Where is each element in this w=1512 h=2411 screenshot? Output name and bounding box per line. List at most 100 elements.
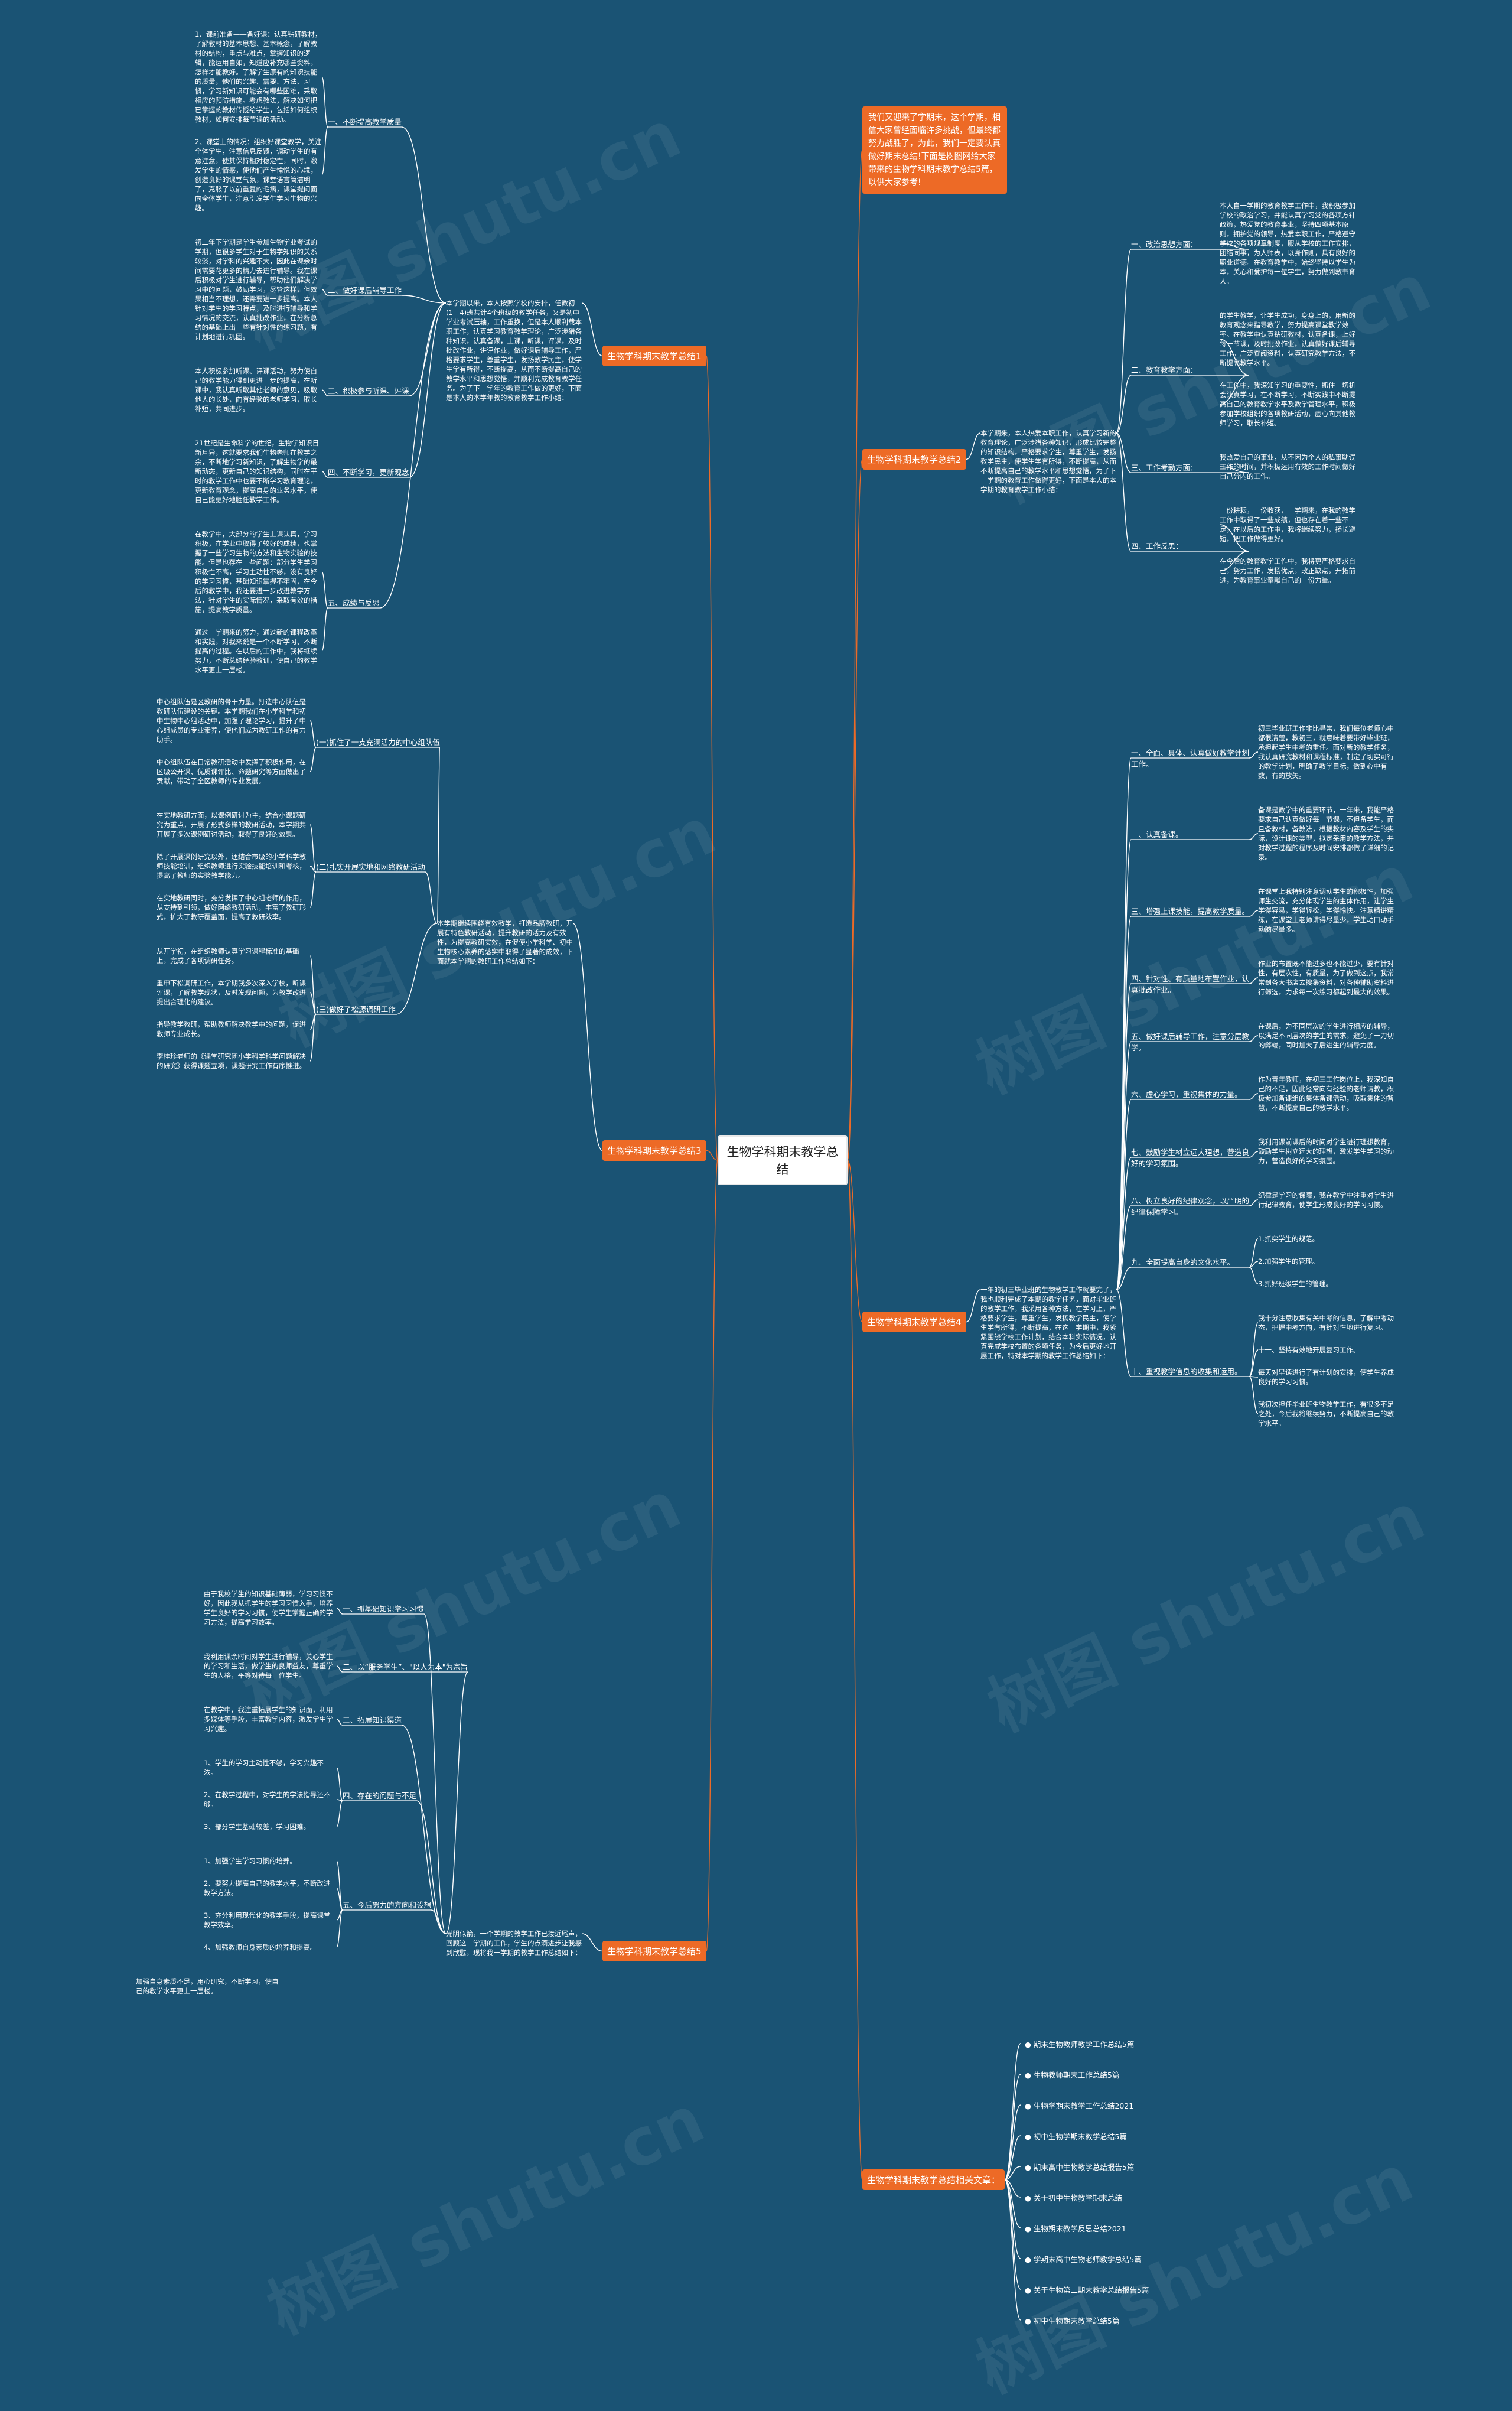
sub-topic[interactable]: 五、成绩与反思: [328, 598, 380, 607]
leaf-text: 由于我校学生的知识基础薄弱，学习习惯不好，因此我从抓学生的学习习惯入手，培养学生…: [204, 1590, 333, 1626]
related-article-link[interactable]: ● 生物期末教学反思总结2021: [1025, 2224, 1126, 2233]
connector-line: [1004, 2179, 1021, 2321]
connector-line: [1116, 375, 1132, 434]
branch-4[interactable]: 生物学科期末教学总结4: [862, 1312, 966, 1332]
leaf-text: 1、课前准备——备好课：认真钻研教材，了解教材的基本思想、基本概念，了解教材的结…: [195, 30, 322, 123]
connector-line: [309, 992, 317, 1015]
sub-topic[interactable]: (一)抓住了一支充满活力的中心组队伍: [316, 738, 440, 747]
connector-line: [847, 458, 863, 1161]
branch-2[interactable]: 生物学科期末教学总结2: [862, 449, 966, 470]
sub-topic[interactable]: 三、工作考勤方面：: [1131, 463, 1198, 472]
related-article-link[interactable]: ● 生物学期末教学工作总结2021: [1025, 2101, 1134, 2110]
connector-line: [1249, 833, 1259, 840]
related-article-link[interactable]: ● 期末高中生物教学总结报告5篇: [1025, 2163, 1135, 2172]
connector-line: [336, 1888, 343, 1911]
leaf-text: 3、充分利用现代化的教学手段，提高课堂教学效率。: [204, 1911, 331, 1929]
sub-topic[interactable]: 二、做好课后辅导工作: [328, 286, 402, 295]
leaf-text: 我十分注意收集有关中考的信息，了解中考动态，把握中考方向，有针对性地进行复习。: [1258, 1314, 1394, 1332]
connector-line: [336, 1665, 343, 1673]
connector-line: [336, 1719, 343, 1726]
sub-topic[interactable]: 四、不断学习，更新观念: [328, 468, 409, 477]
branch-1[interactable]: 生物学科期末教学总结1: [602, 346, 706, 366]
connector-line: [847, 1160, 863, 1323]
leaf-text: 除了开展课例研究以外，还结合市级的小学科学教师技能培训，组织教师进行实验技能培训…: [157, 853, 306, 880]
connector-line: [445, 1671, 468, 1934]
sub-topic[interactable]: 三、积极参与听课、评课: [328, 386, 409, 395]
connector-line: [321, 389, 328, 396]
leaf-text: 1.抓实学生的规范。: [1258, 1235, 1319, 1243]
related-article-link[interactable]: ● 关于生物第二期末教学总结报告5篇: [1025, 2286, 1149, 2295]
connector-line: [966, 1289, 981, 1323]
leaf-text: 2、在教学过程中，对学生的学法指导还不够。: [204, 1791, 331, 1808]
connector-line: [1219, 524, 1250, 552]
connector-line: [321, 571, 328, 609]
related-article-link[interactable]: ● 关于初中生物教学期末总结: [1025, 2194, 1122, 2202]
sub-topic[interactable]: 六、虚心学习，重视集体的力量。: [1131, 1090, 1242, 1099]
branch-summary: 本学期以来，本人按照学校的安排，任教初二(1—4)班共计4个班级的教学任务，又是…: [446, 299, 582, 402]
connector-line: [1116, 432, 1132, 473]
related-article-link[interactable]: ● 学期末高中生物老师教学总结5篇: [1025, 2255, 1142, 2264]
branch-3[interactable]: 生物学科期末教学总结3: [602, 1140, 706, 1161]
connector-line: [581, 1933, 603, 1952]
sub-topic[interactable]: 九、全面提高自身的文化水平。: [1131, 1258, 1235, 1267]
connector-line: [336, 1909, 343, 1948]
sub-topic[interactable]: 十、重视教学信息的收集和运用。: [1131, 1367, 1242, 1376]
related-article-link[interactable]: ● 期末生物教师教学工作总结5篇: [1025, 2040, 1135, 2049]
sub-topic[interactable]: 七、鼓励学生树立远大理想，营造良好的学习氛围。: [1131, 1148, 1250, 1168]
sub-topic[interactable]: 一、不断提高教学质量: [328, 118, 402, 126]
sub-topic[interactable]: 二、以“服务学生”、"以人为本"为宗旨: [343, 1662, 468, 1671]
connector-line: [1249, 1349, 1259, 1377]
connector-line: [425, 871, 438, 924]
sub-topic[interactable]: 五、今后努力的方向和设想: [343, 1901, 432, 1909]
connector-line: [1249, 1199, 1259, 1206]
related-article-link[interactable]: ● 生物教师期末工作总结5篇: [1025, 2071, 1120, 2080]
connector-line: [1116, 1289, 1132, 1377]
connector-line: [321, 76, 328, 128]
connector-line: [1004, 2074, 1021, 2181]
related-article-link[interactable]: ● 初中生物学期末教学总结5篇: [1025, 2132, 1127, 2141]
connector-line: [1249, 1238, 1259, 1268]
branch-summary: 一年的初三毕业班的生物教学工作就要完了，我也顺利完成了本期的教学任务，面对毕业班…: [980, 1286, 1116, 1360]
leaf-text: 1、学生的学习主动性不够，学习兴趣不浓。: [204, 1759, 324, 1776]
connector-line: [1249, 751, 1259, 759]
sub-topic[interactable]: (二)扎实开展实地和网络教研活动: [316, 863, 425, 871]
connector-line: [309, 720, 317, 748]
connector-line: [401, 126, 447, 304]
related-articles-branch[interactable]: 生物学科期末教学总结相关文章：: [862, 2169, 1005, 2190]
intro-box: 我们又迎来了学期末，这个学期，相信大家曾经面临许多挑战，但最终都努力战胜了，为此…: [862, 106, 1007, 194]
connector-line: [1249, 1267, 1259, 1284]
sub-topic[interactable]: 二、教育教学方面：: [1131, 366, 1198, 375]
connector-line: [1249, 1261, 1259, 1268]
leaf-text: 作业的布置既不能过多也不能过少，要有针对性，有层次性，有质量，为了做到这点，我常…: [1258, 959, 1394, 996]
sub-topic[interactable]: (三)做好了松源调研工作: [316, 1005, 396, 1014]
sub-topic[interactable]: 一、政治思想方面：: [1131, 240, 1198, 249]
leaf-text: 本人积极参加听课、评课活动，努力使自己的教学能力得到更进一步的提高，在听课中，我…: [195, 367, 317, 413]
sub-topic[interactable]: 一、全面、具体、认真做好教学计划工作。: [1131, 749, 1250, 769]
root-topic[interactable]: 生物学科期末教学总结: [718, 1135, 848, 1185]
sub-topic[interactable]: 三、拓展知识渠道: [343, 1716, 402, 1725]
leaf-text: 初二年下学期是学生参加生物学业考试的学期，但很多学生对于生物学知识的关系较淡，对…: [195, 238, 317, 341]
sub-topic[interactable]: 三、增强上课技能，提高教学质量。: [1131, 907, 1250, 916]
connector-line: [321, 126, 328, 175]
sub-topic[interactable]: 四、存在的问题与不足: [343, 1791, 417, 1800]
branch-summary: 本学期来，本人热爱本职工作，认真学习新的教育理论，广泛涉猎各种知识，形成比较完整…: [980, 429, 1116, 494]
leaf-text: 21世纪是生命科学的世纪，生物学知识日新月异，这就要求我们生物老师在教学之余，不…: [195, 439, 320, 504]
sub-topic[interactable]: 四、针对性、有质量地布置作业，认真批改作业。: [1131, 974, 1250, 994]
branch-5[interactable]: 生物学科期末教学总结5: [602, 1941, 706, 1961]
leaf-text: 中心组队伍是区教研的骨干力量。打造中心队伍是教研队伍建设的关键。本学期我们在小学…: [157, 698, 306, 744]
sub-topic[interactable]: 二、认真备课。: [1131, 830, 1183, 839]
connector-line: [401, 1725, 447, 1934]
connector-line: [706, 1150, 718, 1161]
connector-line: [1116, 1099, 1132, 1290]
sub-topic[interactable]: 八、树立良好的纪律观念，以严明的纪律保障学习。: [1131, 1196, 1250, 1216]
leaf-text: 3.抓好班级学生的管理。: [1258, 1280, 1332, 1288]
sub-topic[interactable]: 一、抓基础知识学习习惯: [343, 1605, 424, 1613]
sub-topic[interactable]: 四、工作反思：: [1131, 542, 1183, 551]
branch-summary: 光阴似箭，一个学期的教学工作已接近尾声，回顾这一学期的工作，学生的点滴进步让我感…: [446, 1930, 582, 1957]
leaf-text: 在教学中，我注重拓展学生的知识面，利用多媒体等手段，丰富教学内容，激发学生学习兴…: [204, 1706, 333, 1733]
connector-line: [336, 1767, 343, 1801]
related-article-link[interactable]: ● 初中生物期末教学总结5篇: [1025, 2316, 1120, 2325]
connector-line: [1116, 916, 1132, 1290]
leaf-text: 指导教学教研，帮助教师解决教学中的问题，促进教师专业成长。: [157, 1020, 306, 1038]
sub-topic[interactable]: 五、做好课后辅导工作，注意分层教学。: [1131, 1032, 1250, 1052]
